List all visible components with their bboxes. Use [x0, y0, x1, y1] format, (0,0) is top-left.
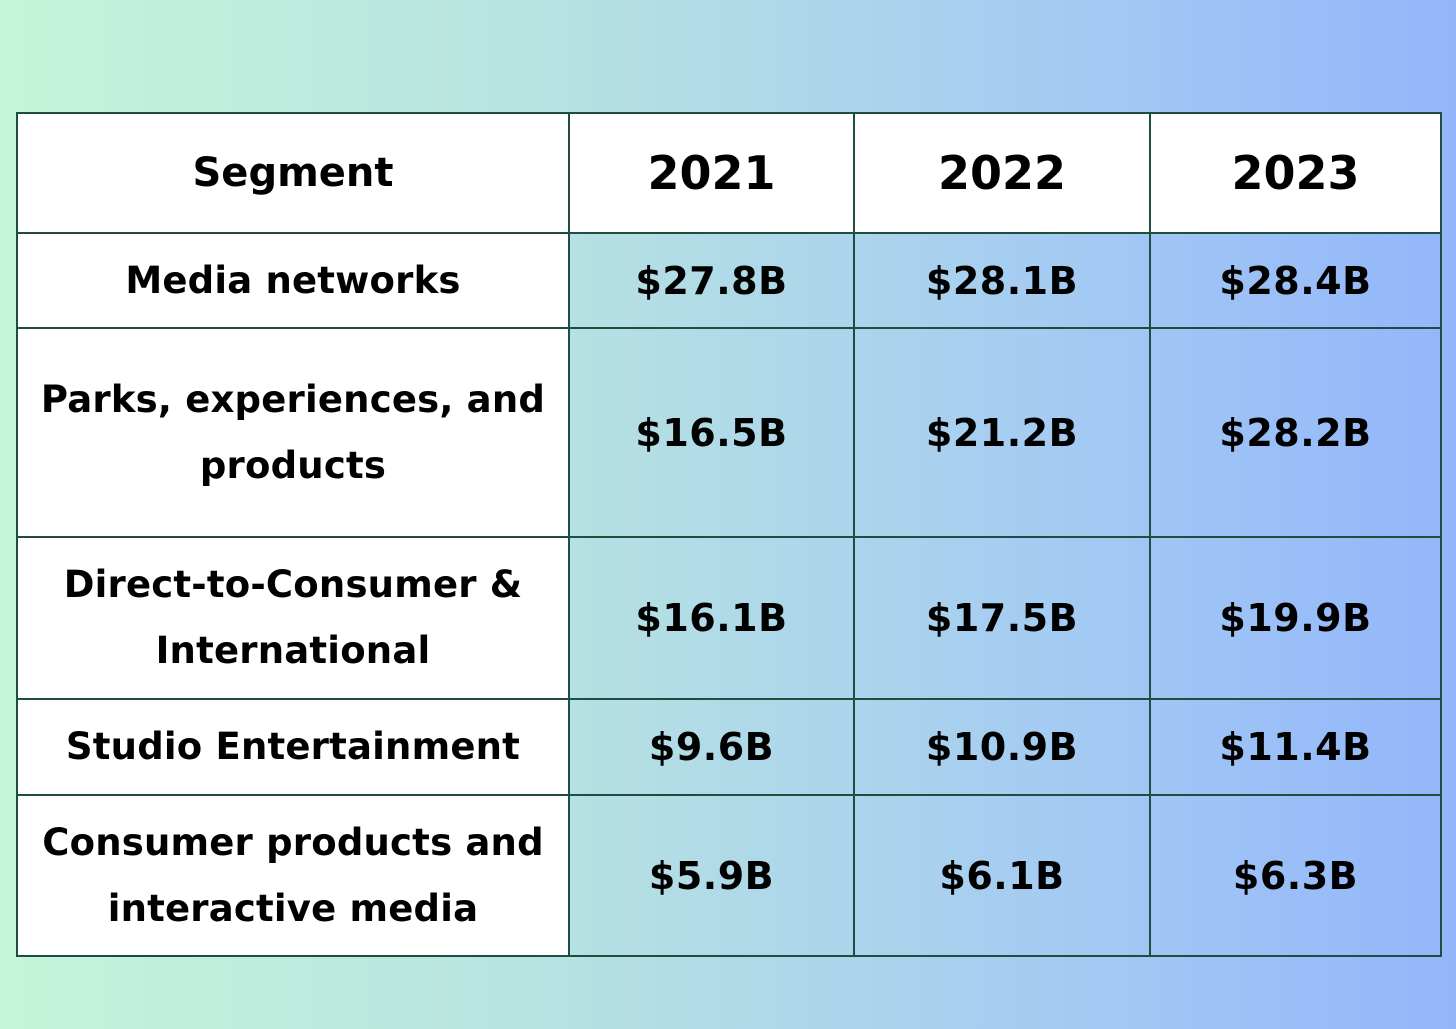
- value-cell: $6.3B: [1149, 794, 1442, 957]
- revenue-table: Segment 2021 2022 2023 Media networks $2…: [16, 112, 1442, 957]
- value-cell: $6.1B: [853, 794, 1151, 957]
- value-cell: $21.2B: [853, 327, 1151, 538]
- value-cell: $27.8B: [568, 232, 855, 329]
- table-row: Studio Entertainment $9.6B $10.9B $11.4B: [16, 698, 1442, 796]
- value-cell: $10.9B: [853, 698, 1151, 796]
- segment-cell: Studio Entertainment: [16, 698, 570, 796]
- column-header-segment: Segment: [16, 112, 570, 234]
- segment-cell: Consumer products and interactive media: [16, 794, 570, 957]
- segment-cell: Media networks: [16, 232, 570, 329]
- value-cell: $16.1B: [568, 536, 855, 700]
- table-row: Direct-to-Consumer & International $16.1…: [16, 536, 1442, 700]
- segment-cell: Direct-to-Consumer & International: [16, 536, 570, 700]
- value-cell: $11.4B: [1149, 698, 1442, 796]
- table-row: Parks, experiences, and products $16.5B …: [16, 327, 1442, 538]
- value-cell: $28.4B: [1149, 232, 1442, 329]
- revenue-table-container: Segment 2021 2022 2023 Media networks $2…: [16, 112, 1442, 957]
- value-cell: $28.1B: [853, 232, 1151, 329]
- value-cell: $19.9B: [1149, 536, 1442, 700]
- segment-cell: Parks, experiences, and products: [16, 327, 570, 538]
- column-header-2023: 2023: [1149, 112, 1442, 234]
- value-cell: $28.2B: [1149, 327, 1442, 538]
- value-cell: $17.5B: [853, 536, 1151, 700]
- value-cell: $16.5B: [568, 327, 855, 538]
- value-cell: $5.9B: [568, 794, 855, 957]
- table-header-row: Segment 2021 2022 2023: [16, 112, 1442, 234]
- table-row: Consumer products and interactive media …: [16, 794, 1442, 957]
- value-cell: $9.6B: [568, 698, 855, 796]
- table-row: Media networks $27.8B $28.1B $28.4B: [16, 232, 1442, 329]
- column-header-2021: 2021: [568, 112, 855, 234]
- column-header-2022: 2022: [853, 112, 1151, 234]
